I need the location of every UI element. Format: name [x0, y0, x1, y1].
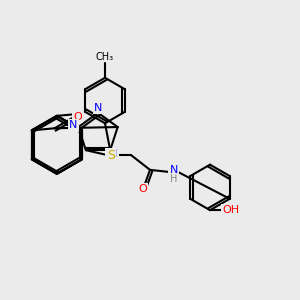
Text: CH₃: CH₃ [96, 52, 114, 62]
Text: O: O [138, 184, 147, 194]
Text: OH: OH [222, 205, 239, 215]
Text: N: N [69, 121, 78, 130]
Text: H: H [170, 174, 178, 184]
Text: N: N [169, 165, 178, 175]
Text: O: O [73, 112, 82, 122]
Text: N: N [109, 149, 117, 159]
Text: S: S [107, 149, 115, 162]
Text: N: N [94, 103, 102, 112]
